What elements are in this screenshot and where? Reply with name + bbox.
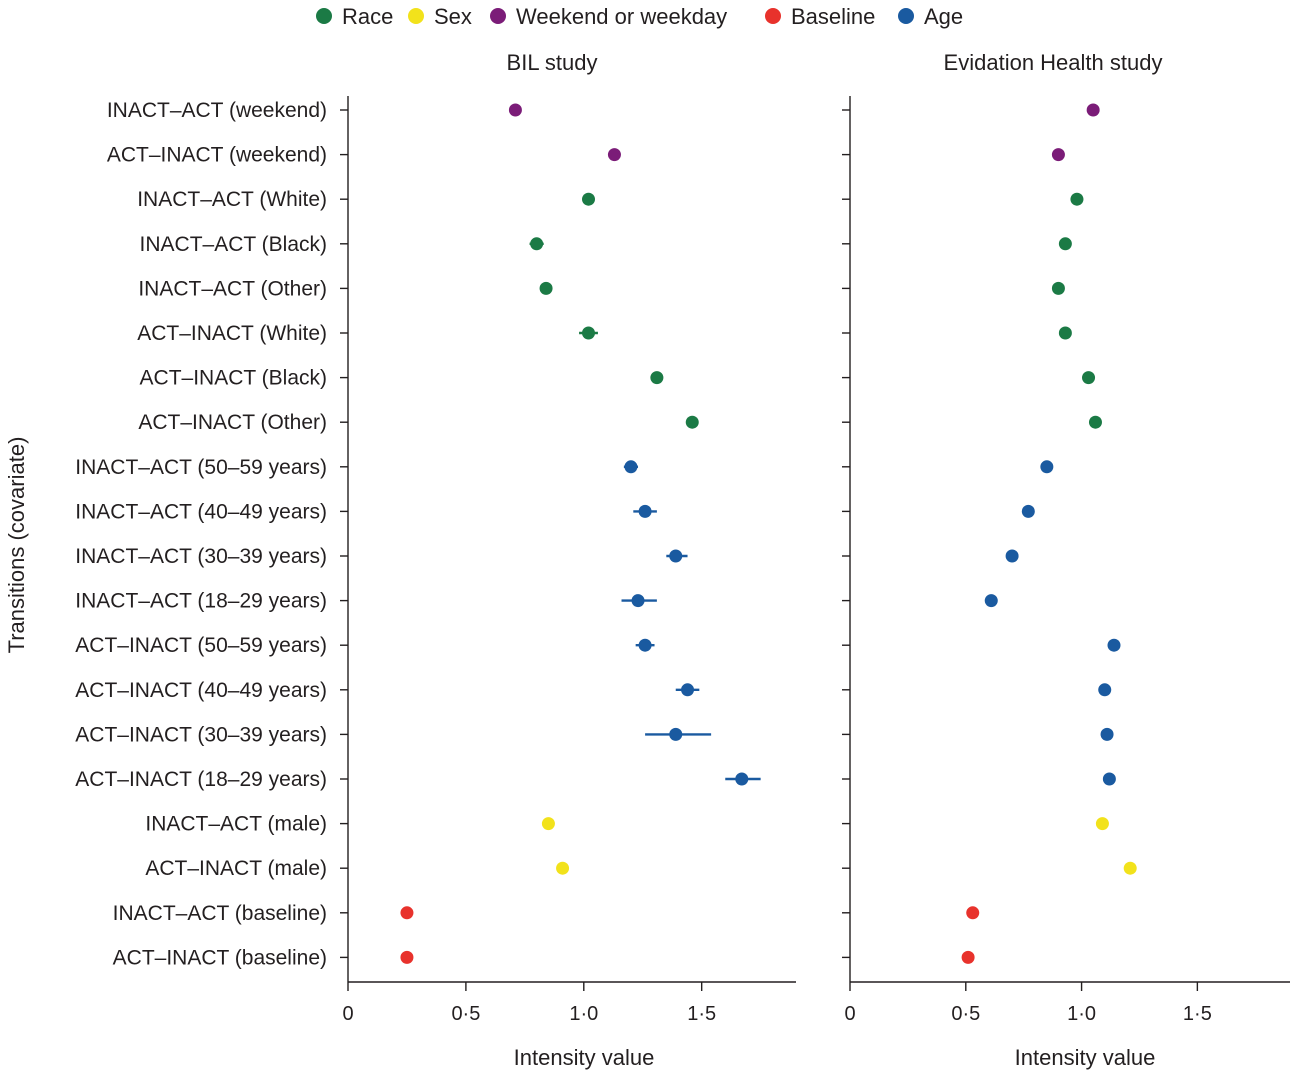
data-point (530, 237, 544, 251)
data-point (1098, 683, 1112, 697)
category-label: INACT–ACT (weekend) (107, 99, 327, 122)
data-point (539, 281, 553, 295)
data-point (681, 683, 695, 697)
category-label: ACT–INACT (weekend) (107, 144, 327, 167)
data-point (1021, 504, 1035, 518)
category-label: ACT–INACT (Other) (138, 411, 327, 434)
data-point (1107, 638, 1121, 652)
x-axis-title: Intensity value (1015, 1045, 1156, 1070)
legend-entry-sex: Sex (408, 4, 472, 29)
x-tick-label: 0·5 (951, 1003, 980, 1025)
legend-entry-weekend-or-weekday: Weekend or weekday (490, 4, 727, 29)
panel-title: Evidation Health study (944, 50, 1163, 75)
category-label: ACT–INACT (40–49 years) (75, 679, 327, 702)
legend-entry-baseline: Baseline (765, 4, 875, 29)
category-label: INACT–ACT (40–49 years) (75, 500, 327, 523)
category-label: INACT–ACT (White) (137, 188, 327, 211)
category-label: ACT–INACT (30–39 years) (75, 723, 327, 746)
data-point (1088, 415, 1102, 429)
category-label: ACT–INACT (baseline) (113, 946, 327, 969)
data-point (631, 594, 645, 608)
legend-entry-race: Race (316, 4, 393, 29)
legend-swatch-age (898, 8, 914, 24)
data-point (966, 906, 980, 920)
legend-swatch-race (316, 8, 332, 24)
legend-label-baseline: Baseline (791, 4, 875, 29)
legend-swatch-baseline (765, 8, 781, 24)
data-point (1051, 281, 1065, 295)
data-point (1058, 326, 1072, 340)
category-label: ACT–INACT (White) (137, 322, 327, 345)
legend-label-race: Race (342, 4, 393, 29)
data-point (556, 861, 570, 875)
panel-bil-study: BIL study 0 0·5 1·0 1·5 Intensity value (340, 50, 796, 1070)
legend: Race Sex Weekend or weekday Baseline Age (316, 4, 963, 29)
y-axis-title: Transitions (covariate) (4, 437, 29, 654)
data-point (638, 638, 652, 652)
data-point (669, 727, 683, 741)
legend-label-age: Age (924, 4, 963, 29)
category-label: INACT–ACT (30–39 years) (75, 545, 327, 568)
legend-swatch-weekend-or-weekday (490, 8, 506, 24)
data-point (650, 371, 664, 385)
data-point (508, 103, 522, 117)
data-point (1040, 460, 1054, 474)
category-label: INACT–ACT (50–59 years) (75, 456, 327, 479)
data-point (624, 460, 638, 474)
data-point (1102, 772, 1116, 786)
data-point (984, 594, 998, 608)
category-label: INACT–ACT (Other) (138, 277, 327, 300)
x-tick-label: 1·5 (1183, 1003, 1212, 1025)
data-point (400, 906, 414, 920)
category-label: INACT–ACT (male) (145, 813, 327, 836)
x-tick-label: 1·5 (687, 1003, 716, 1025)
category-label: INACT–ACT (18–29 years) (75, 590, 327, 613)
data-point (685, 415, 699, 429)
category-label: ACT–INACT (18–29 years) (75, 768, 327, 791)
category-label: ACT–INACT (Black) (140, 367, 327, 390)
data-point (607, 148, 621, 162)
data-point (582, 326, 596, 340)
data-point (1051, 148, 1065, 162)
legend-label-weekend-or-weekday: Weekend or weekday (516, 4, 727, 29)
data-point (582, 192, 596, 206)
x-tick-label: 0·5 (451, 1003, 480, 1025)
data-point (638, 504, 652, 518)
data-point (1100, 727, 1114, 741)
legend-label-sex: Sex (434, 4, 472, 29)
category-label: ACT–INACT (male) (145, 857, 327, 880)
x-tick-label: 1·0 (569, 1003, 598, 1025)
legend-entry-age: Age (898, 4, 963, 29)
data-point (735, 772, 749, 786)
category-labels: INACT–ACT (weekend) ACT–INACT (weekend) IN… (75, 99, 327, 969)
data-point (1086, 103, 1100, 117)
data-point (1005, 549, 1019, 563)
category-label: INACT–ACT (baseline) (113, 902, 327, 925)
legend-swatch-sex (408, 8, 424, 24)
data-point (1082, 371, 1096, 385)
data-point (400, 950, 414, 964)
panel-title: BIL study (507, 50, 598, 75)
category-label: INACT–ACT (Black) (140, 233, 327, 256)
data-point (669, 549, 683, 563)
data-point (1070, 192, 1084, 206)
panel-evidation-health-study: Evidation Health study 0 0·5 1·0 1·5 Intensit… (842, 50, 1290, 1070)
x-tick-label: 1·0 (1067, 1003, 1096, 1025)
data-point (1095, 817, 1109, 831)
x-axis-title: Intensity value (514, 1045, 655, 1070)
data-point (1123, 861, 1137, 875)
x-tick-label: 0 (342, 1003, 353, 1025)
data-point (1058, 237, 1072, 251)
x-tick-label: 0 (844, 1003, 855, 1025)
data-point (541, 817, 555, 831)
data-point (961, 950, 975, 964)
category-label: ACT–INACT (50–59 years) (75, 634, 327, 657)
